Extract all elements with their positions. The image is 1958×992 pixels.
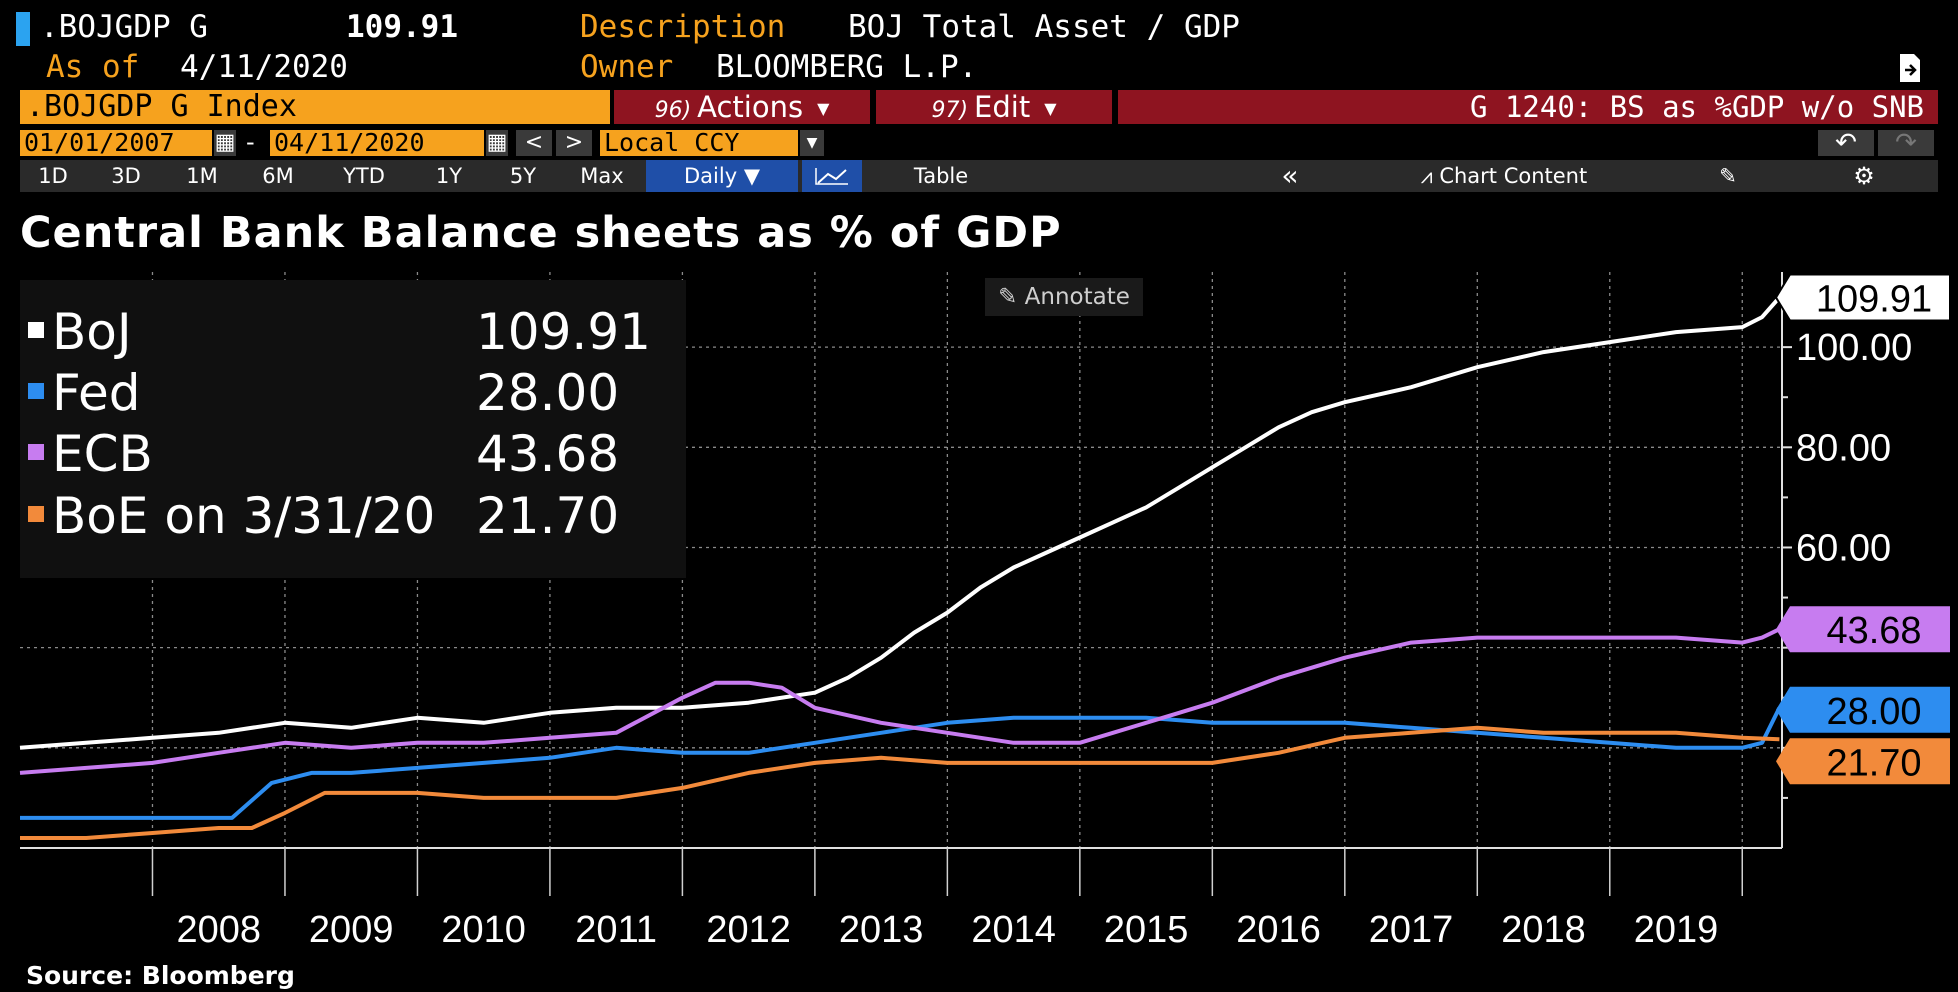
range-max[interactable]: Max (580, 164, 624, 188)
next-button[interactable]: > (556, 130, 592, 156)
legend-value-fed: 28.00 (476, 364, 620, 422)
collapse-button[interactable]: « (1281, 159, 1299, 192)
start-date-input[interactable]: 01/01/2007 (20, 130, 212, 156)
range-5y[interactable]: 5Y (509, 164, 537, 188)
x-tick-label: 2013 (839, 909, 924, 951)
last-value-label-ecb: 43.68 (1826, 610, 1921, 652)
table-button[interactable]: Table (913, 164, 969, 188)
x-tick-label: 2010 (441, 909, 526, 951)
frequency-label: Daily (684, 164, 738, 188)
legend-item-fed: Fed (28, 363, 141, 423)
x-tick-label: 2016 (1236, 909, 1321, 951)
chart-content-icon: ⩘ (1420, 164, 1433, 188)
prev-button[interactable]: < (516, 130, 552, 156)
legend-label: ECB (52, 425, 153, 483)
legend-value-boe: 21.70 (476, 487, 620, 545)
as-of-date: 4/11/2020 (180, 49, 348, 85)
x-tick-label: 2014 (971, 909, 1056, 951)
legend-label: Fed (52, 364, 141, 422)
undo-icon[interactable]: ↶ (1818, 130, 1874, 156)
calendar-icon[interactable]: ▦ (214, 130, 236, 156)
edit-menu[interactable]: 97) Edit ▼ (876, 90, 1112, 124)
range-tabs: 1D 3D 1M 6M YTD 1Y 5Y Max Daily ▼ Table … (20, 160, 1938, 192)
legend-item-boe: BoE on 3/31/20 (28, 486, 435, 546)
last-value-tag-boj (1774, 273, 1951, 322)
chart-title: Central Bank Balance sheets as % of GDP (20, 208, 1062, 258)
last-value-tag-boe (1776, 738, 1950, 785)
last-value-tag-fed (1776, 686, 1950, 733)
owner: BLOOMBERG L.P. (716, 49, 978, 85)
x-tick-label: 2015 (1104, 909, 1189, 951)
series-line-boj (19, 296, 1781, 750)
x-tick-label: 2008 (176, 909, 261, 951)
ticker-marker (16, 12, 30, 46)
owner-label: Owner (580, 49, 674, 85)
frequency-select[interactable]: Daily ▼ (646, 160, 798, 192)
series-line-boe (20, 725, 1780, 840)
series-line-ecb (19, 627, 1781, 775)
gear-icon[interactable]: ⚙ (1853, 162, 1875, 190)
legend-swatch (28, 382, 44, 399)
chevron-down-icon: ▼ (1044, 99, 1057, 118)
last-value: 109.91 (346, 9, 458, 45)
source-note: Source: Bloomberg (26, 961, 295, 990)
x-tick-label: 2019 (1634, 909, 1719, 951)
last-value-label-boj: 109.91 (1816, 278, 1932, 320)
last-value-tag-ecb (1776, 606, 1950, 653)
chart-content-label: Chart Content (1439, 164, 1588, 188)
edit-num: 97) (931, 98, 969, 123)
annotate-button[interactable]: ✎ Annotate (985, 278, 1143, 316)
range-ytd[interactable]: YTD (343, 164, 385, 188)
legend-item-boj: BoJ (28, 302, 132, 362)
range-3d[interactable]: 3D (111, 164, 141, 188)
legend-label: BoE on 3/31/20 (52, 487, 436, 545)
x-tick-label: 2009 (309, 909, 394, 951)
last-value-label-fed: 28.00 (1826, 691, 1921, 733)
edit-label: Edit (974, 90, 1031, 124)
actions-num: 96) (654, 98, 692, 123)
y-tick-label: 60.00 (1796, 527, 1891, 569)
redo-icon[interactable]: ↷ (1878, 130, 1934, 156)
y-tick-label: 100.00 (1796, 327, 1912, 369)
date-separator: - (246, 128, 255, 156)
x-tick-label: 2018 (1501, 909, 1586, 951)
x-tick-label: 2012 (706, 909, 791, 951)
description-label: Description (580, 9, 786, 45)
as-of-label: As of (46, 49, 140, 85)
chart-id[interactable]: G 1240: BS as %GDP w/o SNB (1118, 90, 1938, 124)
edit-chart-icon[interactable]: ✎ (1719, 164, 1737, 188)
range-6m[interactable]: 6M (262, 164, 294, 188)
x-tick-label: 2017 (1369, 909, 1454, 951)
chevron-down-icon: ▼ (743, 164, 760, 188)
calendar-icon[interactable]: ▦ (486, 130, 508, 156)
security-input[interactable]: .BOJGDP G Index (20, 90, 610, 124)
pencil-icon: ✎ (998, 284, 1018, 310)
legend-item-ecb: ECB (28, 424, 153, 484)
legend-swatch (28, 321, 44, 338)
actions-menu[interactable]: 96) Actions ▼ (614, 90, 870, 124)
legend-swatch (28, 443, 44, 460)
range-1d[interactable]: 1D (38, 164, 68, 188)
range-1m[interactable]: 1M (186, 164, 218, 188)
legend-value-boj: 109.91 (476, 303, 651, 361)
annotate-label: Annotate (1024, 284, 1130, 310)
legend-label: BoJ (52, 303, 132, 361)
legend-swatch (28, 505, 44, 522)
ticker: .BOJGDP G (40, 9, 208, 45)
legend-value-ecb: 43.68 (476, 425, 620, 483)
y-tick-label: 80.00 (1796, 427, 1891, 469)
range-1y[interactable]: 1Y (435, 164, 463, 188)
end-date-input[interactable]: 04/11/2020 (270, 130, 484, 156)
description: BOJ Total Asset / GDP (848, 9, 1240, 45)
line-chart-icon[interactable] (802, 160, 862, 192)
chart-content-button[interactable]: ⩘ Chart Content (1344, 160, 1664, 192)
chevron-down-icon: ▼ (817, 99, 830, 118)
chevron-down-icon[interactable]: ▼ (800, 130, 824, 156)
actions-label: Actions (697, 90, 804, 124)
currency-select[interactable]: Local CCY (600, 130, 798, 156)
last-value-label-boe: 21.70 (1826, 742, 1921, 784)
x-tick-label: 2011 (575, 909, 657, 951)
legend (20, 280, 686, 578)
